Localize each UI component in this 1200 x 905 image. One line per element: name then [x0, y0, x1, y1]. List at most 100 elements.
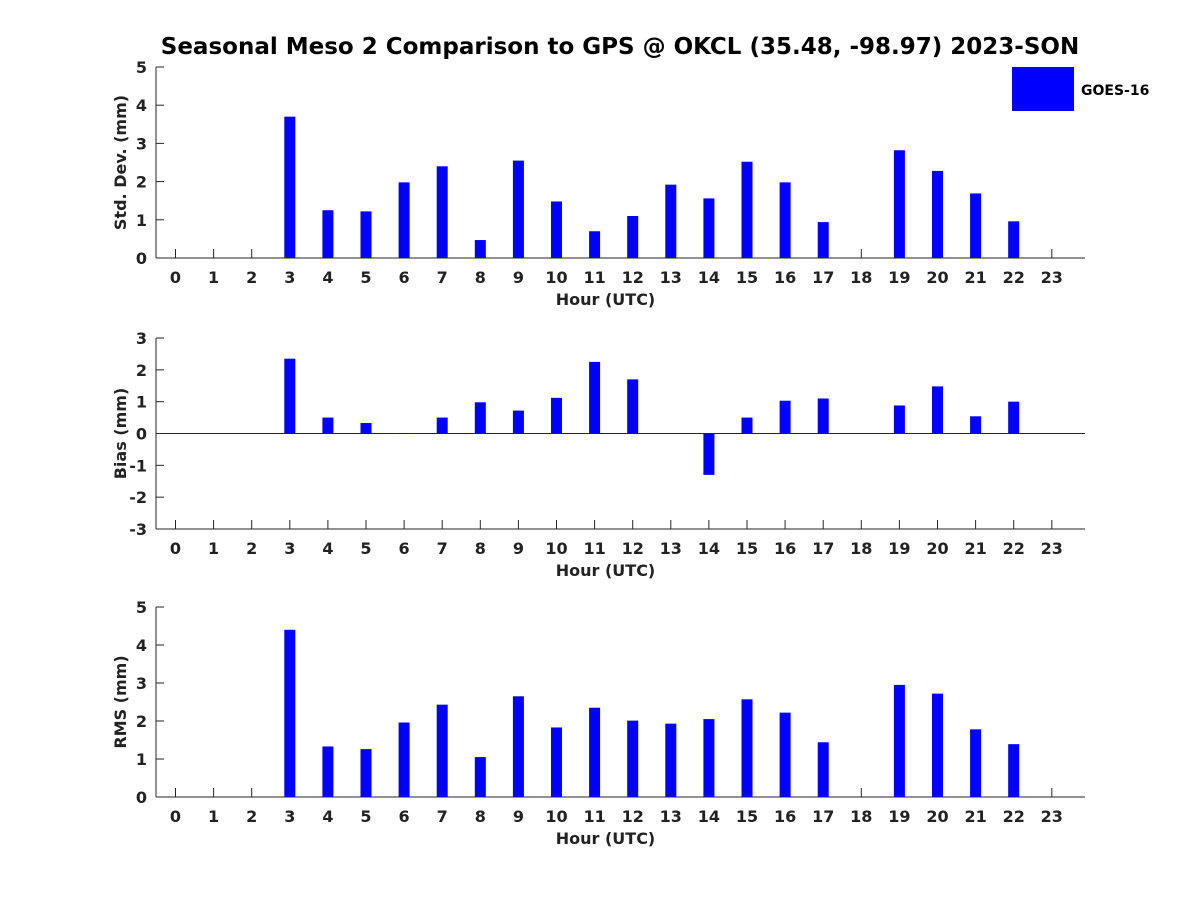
rms-bar-hour-8: [474, 757, 486, 797]
rms-x-tick-label: 13: [660, 807, 682, 826]
rms-y-tick-label: 4: [136, 636, 147, 655]
std-dev-x-tick-label: 12: [622, 268, 644, 287]
rms-x-axis-label: Hour (UTC): [556, 829, 656, 848]
rms-y-axis-label: RMS (mm): [111, 655, 130, 748]
bias-bar-hour-5: [360, 422, 372, 434]
std-dev-bar-hour-17: [817, 222, 829, 258]
rms-y-tick-label: 2: [136, 712, 147, 731]
std-dev-x-tick-label: 17: [812, 268, 834, 287]
std-dev-x-tick-label: 20: [926, 268, 948, 287]
std-dev-x-tick-label: 2: [246, 268, 257, 287]
rms-bar-hour-10: [551, 727, 562, 797]
rms-x-tick-label: 21: [964, 807, 986, 826]
rms-x-tick-label: 3: [284, 807, 295, 826]
bias-bar-hour-4: [322, 417, 334, 434]
std-dev-x-tick-label: 4: [322, 268, 333, 287]
std-dev-bar-hour-5: [360, 211, 372, 258]
bias-bar-hour-19: [893, 405, 905, 434]
bias-y-tick-label: -1: [129, 456, 147, 475]
std-dev-y-tick-label: 2: [136, 173, 147, 192]
bias-bar-hour-21: [970, 416, 982, 434]
bias-x-tick-label: 20: [926, 539, 948, 558]
bias-bar-hour-17: [817, 398, 829, 434]
bias-x-tick-label: 23: [1041, 539, 1063, 558]
bias-bar-hour-11: [589, 361, 601, 434]
rms-bar-hour-19: [893, 684, 905, 797]
bias-x-tick-label: 21: [964, 539, 986, 558]
std-dev-x-tick-label: 6: [399, 268, 410, 287]
bias-x-tick-label: 12: [622, 539, 644, 558]
bias-y-tick-label: -3: [129, 520, 147, 539]
rms-x-tick-label: 11: [583, 807, 605, 826]
rms-y-tick-label: 5: [136, 598, 147, 617]
rms-x-tick-label: 17: [812, 807, 834, 826]
bias-y-tick-label: -2: [129, 488, 147, 507]
bias-y-tick-label: 2: [136, 361, 147, 380]
std-dev-bar-hour-16: [779, 182, 791, 258]
rms-y-tick-label: 3: [136, 674, 147, 693]
rms-x-tick-label: 15: [736, 807, 758, 826]
std-dev-bar-hour-9: [512, 160, 524, 258]
std-dev-bar-hour-19: [893, 150, 905, 258]
rms-x-tick-label: 2: [246, 807, 257, 826]
std-dev-y-axis-label: Std. Dev. (mm): [111, 95, 130, 230]
bias-bar-hour-16: [779, 400, 791, 434]
std-dev-x-axis-label: Hour (UTC): [556, 290, 656, 309]
std-dev-x-tick-label: 9: [513, 268, 524, 287]
std-dev-x-tick-label: 14: [698, 268, 720, 287]
legend: GOES-16: [1012, 67, 1149, 111]
rms-x-tick-label: 16: [774, 807, 796, 826]
std-dev-x-tick-label: 3: [284, 268, 295, 287]
std-dev-x-tick-label: 7: [437, 268, 448, 287]
bias-x-tick-label: 5: [360, 539, 371, 558]
std-dev-bar-hour-21: [970, 193, 982, 258]
std-dev-x-tick-label: 10: [545, 268, 567, 287]
rms-bar-hour-21: [970, 729, 982, 797]
std-dev-x-tick-label: 15: [736, 268, 758, 287]
rms-x-tick-label: 5: [360, 807, 371, 826]
bias-x-tick-label: 22: [1003, 539, 1025, 558]
std-dev-bar-hour-13: [665, 184, 677, 258]
bias-x-tick-label: 14: [698, 539, 720, 558]
bias-bar-hour-22: [1008, 401, 1020, 434]
rms-bar-hour-22: [1008, 744, 1020, 797]
bias-bar-hour-6: [398, 433, 410, 434]
bias-y-tick-label: 3: [136, 329, 147, 348]
rms-x-tick-label: 0: [170, 807, 181, 826]
bias-y-tick-label: 1: [136, 393, 147, 412]
std-dev-x-tick-label: 21: [964, 268, 986, 287]
bias-bar-hour-12: [627, 379, 639, 434]
bias-x-tick-label: 7: [437, 539, 448, 558]
rms-x-tick-label: 4: [322, 807, 333, 826]
rms-bar-hour-5: [360, 749, 372, 797]
rms-x-tick-label: 23: [1041, 807, 1063, 826]
std-dev-x-tick-label: 23: [1041, 268, 1063, 287]
rms-bar-hour-13: [665, 723, 677, 797]
std-dev-x-tick-label: 19: [888, 268, 910, 287]
rms-bar-hour-14: [703, 719, 715, 797]
std-dev-bar-hour-14: [703, 198, 715, 258]
std-dev-x-tick-label: 22: [1003, 268, 1025, 287]
std-dev-y-tick-label: 5: [136, 58, 147, 77]
rms-x-tick-label: 18: [850, 807, 872, 826]
std-dev-x-tick-label: 1: [208, 268, 219, 287]
std-dev-y-tick-label: 4: [136, 96, 147, 115]
rms-x-tick-label: 14: [698, 807, 720, 826]
bias-x-tick-label: 3: [284, 539, 295, 558]
std-dev-x-tick-label: 16: [774, 268, 796, 287]
std-dev-bar-hour-3: [284, 116, 296, 258]
std-dev-bar-hour-7: [436, 166, 448, 258]
rms-bar-hour-15: [741, 699, 753, 797]
rms-x-tick-label: 9: [513, 807, 524, 826]
rms-x-tick-label: 19: [888, 807, 910, 826]
std-dev-x-tick-label: 5: [360, 268, 371, 287]
bias-x-tick-label: 4: [322, 539, 333, 558]
rms-bar-hour-9: [512, 696, 524, 797]
bias-x-tick-label: 13: [660, 539, 682, 558]
bias-x-tick-label: 11: [583, 539, 605, 558]
rms-x-tick-label: 6: [399, 807, 410, 826]
